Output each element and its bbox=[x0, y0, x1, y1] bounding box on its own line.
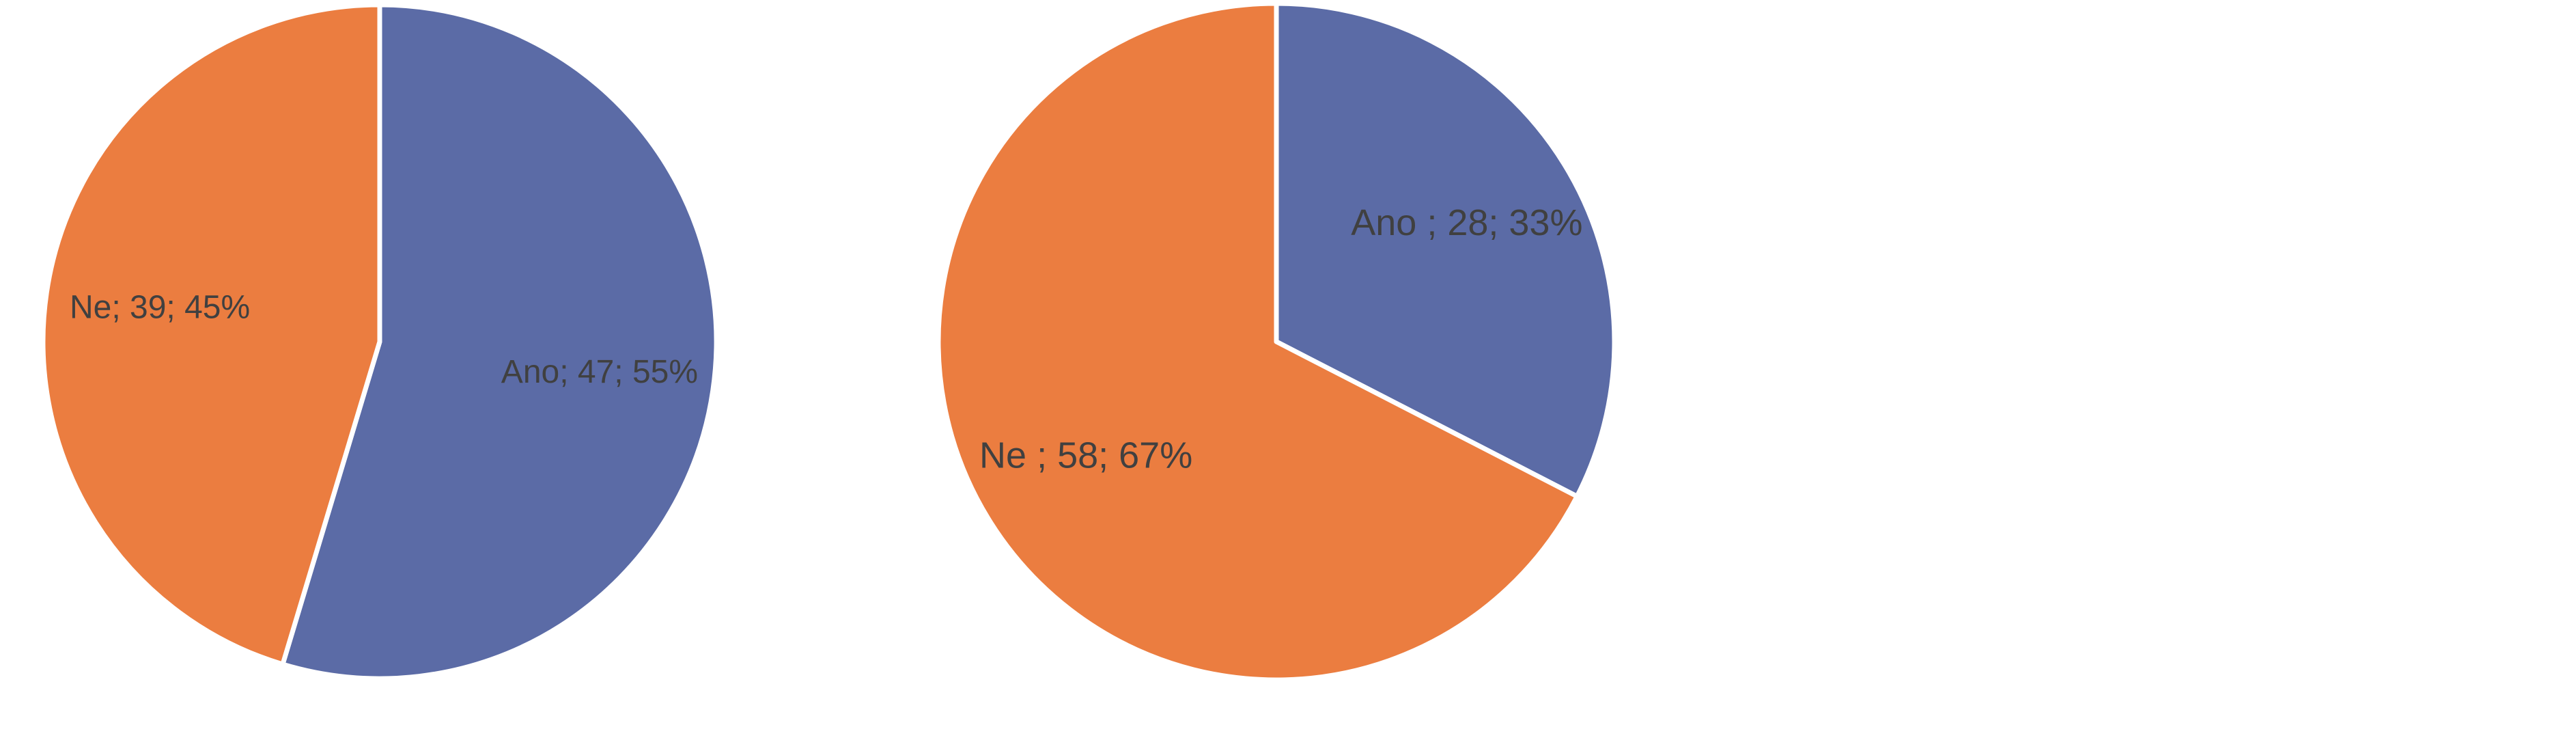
pie-slice bbox=[936, 1, 1580, 683]
data-label: Ne; 39; 45% bbox=[70, 289, 250, 325]
pie-slice bbox=[280, 2, 719, 681]
pie-slice bbox=[40, 2, 382, 667]
data-label: Ano; 47; 55% bbox=[501, 354, 698, 390]
data-label: Ano ; 28; 33% bbox=[1351, 202, 1582, 243]
data-label: Ne ; 58; 67% bbox=[979, 435, 1192, 476]
pie-slice bbox=[1274, 1, 1617, 499]
